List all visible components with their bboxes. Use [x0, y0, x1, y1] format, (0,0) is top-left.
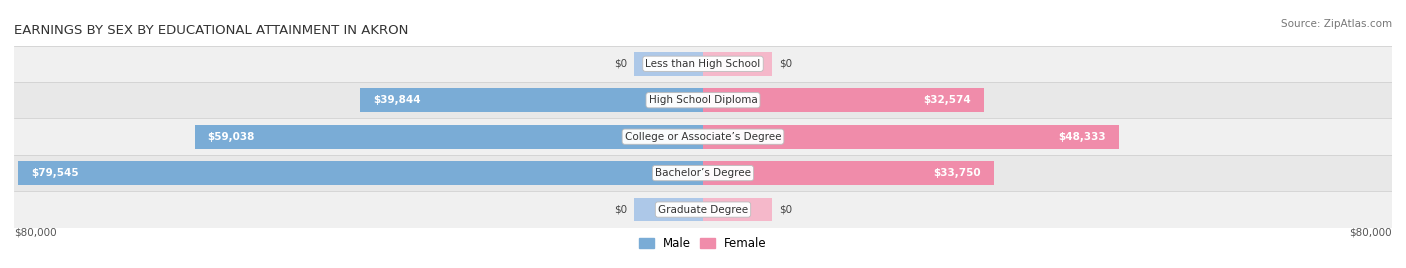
Bar — [194, 125, 703, 148]
Legend: Male, Female: Male, Female — [634, 232, 772, 255]
Bar — [14, 191, 1392, 228]
Bar — [703, 161, 994, 185]
Text: $0: $0 — [779, 59, 792, 69]
Bar — [360, 88, 703, 112]
Text: College or Associate’s Degree: College or Associate’s Degree — [624, 132, 782, 142]
Bar — [703, 52, 772, 76]
Text: $0: $0 — [614, 59, 627, 69]
Text: $39,844: $39,844 — [373, 95, 420, 105]
Bar — [14, 118, 1392, 155]
Text: $80,000: $80,000 — [1350, 228, 1392, 238]
Text: $79,545: $79,545 — [31, 168, 79, 178]
Bar — [634, 198, 703, 221]
Bar — [18, 161, 703, 185]
Text: EARNINGS BY SEX BY EDUCATIONAL ATTAINMENT IN AKRON: EARNINGS BY SEX BY EDUCATIONAL ATTAINMEN… — [14, 24, 408, 38]
Text: Bachelor’s Degree: Bachelor’s Degree — [655, 168, 751, 178]
Bar — [634, 52, 703, 76]
Bar — [703, 88, 984, 112]
Text: $0: $0 — [614, 204, 627, 215]
Text: $80,000: $80,000 — [14, 228, 56, 238]
Text: Source: ZipAtlas.com: Source: ZipAtlas.com — [1281, 19, 1392, 29]
Text: $33,750: $33,750 — [934, 168, 981, 178]
Bar — [14, 155, 1392, 191]
Bar — [14, 46, 1392, 82]
Text: Less than High School: Less than High School — [645, 59, 761, 69]
Text: Graduate Degree: Graduate Degree — [658, 204, 748, 215]
Text: $32,574: $32,574 — [922, 95, 970, 105]
Text: $0: $0 — [779, 204, 792, 215]
Text: $59,038: $59,038 — [208, 132, 254, 142]
Bar — [703, 198, 772, 221]
Text: $48,333: $48,333 — [1059, 132, 1107, 142]
Text: High School Diploma: High School Diploma — [648, 95, 758, 105]
Bar — [703, 125, 1119, 148]
Bar — [14, 82, 1392, 118]
